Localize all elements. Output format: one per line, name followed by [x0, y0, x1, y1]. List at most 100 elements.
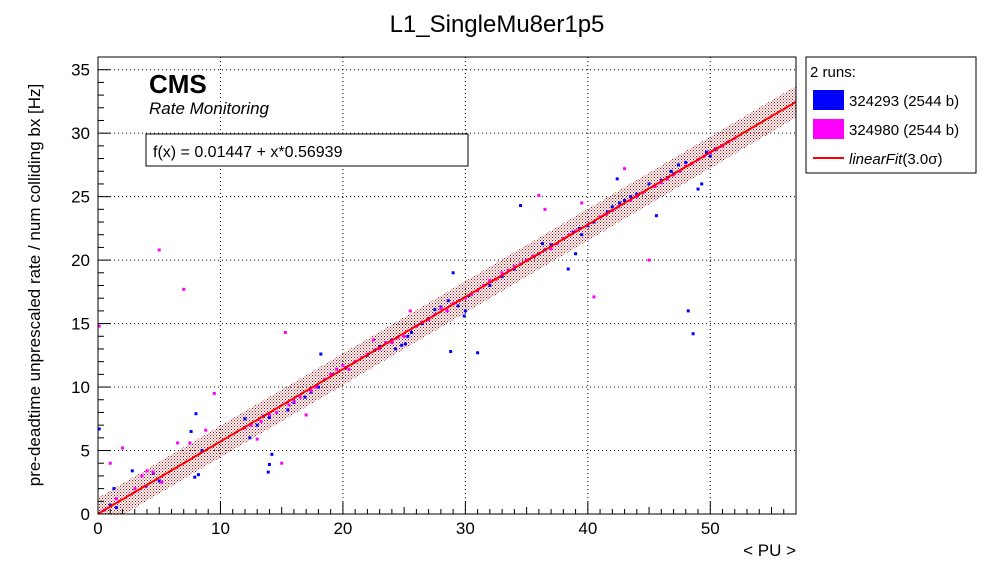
data-point	[108, 461, 112, 465]
data-point	[267, 413, 271, 417]
data-point	[684, 160, 688, 164]
legend: 2 runs: 324293 (2544 b) 324980 (2544 b) …	[805, 56, 977, 174]
data-point	[372, 338, 376, 342]
data-point	[267, 462, 271, 466]
data-point	[571, 230, 575, 234]
data-point	[676, 163, 680, 167]
data-point	[696, 187, 700, 191]
data-point	[319, 352, 323, 356]
data-point	[406, 334, 410, 338]
data-point	[446, 299, 450, 303]
chart-title: L1_SingleMu8er1p5	[390, 11, 605, 38]
rate-monitoring-label: Rate Monitoring	[149, 99, 270, 118]
legend-header: 2 runs:	[810, 64, 856, 81]
data-point	[408, 309, 412, 313]
data-point	[204, 428, 208, 432]
data-point	[439, 306, 443, 310]
data-point	[267, 416, 271, 420]
data-point	[647, 182, 651, 186]
data-point	[629, 195, 633, 199]
data-point	[140, 474, 144, 478]
legend-swatch-324293	[813, 90, 844, 110]
data-point	[647, 258, 651, 262]
data-point	[189, 429, 193, 433]
data-point	[403, 342, 407, 346]
legend-label-324980: 324980 (2544 b)	[849, 122, 959, 139]
data-point	[182, 287, 186, 291]
data-point	[283, 330, 287, 334]
data-point	[476, 351, 480, 355]
data-point	[445, 309, 449, 313]
data-point	[402, 334, 406, 338]
data-point	[462, 314, 466, 318]
x-axis-label: < PU >	[743, 541, 796, 560]
data-point	[316, 385, 320, 389]
legend-label-324293: 324293 (2544 b)	[849, 93, 959, 110]
data-point	[449, 350, 453, 354]
data-point	[537, 193, 541, 197]
data-point	[653, 184, 657, 188]
data-point	[574, 252, 578, 256]
data-point	[133, 487, 137, 491]
y-tick-label: 25	[71, 188, 90, 207]
data-point	[194, 412, 198, 416]
data-point	[292, 399, 296, 403]
fit-line	[98, 100, 796, 514]
data-point	[463, 296, 467, 300]
data-point	[708, 154, 712, 158]
y-axis-label: pre-deadtime unprescaled rate / num coll…	[25, 84, 44, 487]
data-point	[500, 275, 504, 279]
data-point	[456, 304, 460, 308]
data-point	[577, 226, 581, 230]
x-tick-label: 30	[456, 519, 475, 538]
data-point	[347, 367, 351, 371]
data-point	[298, 395, 302, 399]
data-point	[266, 470, 270, 474]
data-point	[605, 210, 609, 214]
legend-swatch-324980	[813, 119, 844, 139]
data-point	[193, 475, 197, 479]
data-point	[691, 332, 695, 336]
data-point	[309, 389, 313, 393]
data-point	[255, 437, 259, 441]
data-point	[114, 497, 118, 501]
data-point	[130, 469, 134, 473]
data-point	[157, 248, 161, 252]
data-point	[341, 363, 345, 367]
data-point	[659, 178, 663, 182]
data-point	[108, 503, 112, 507]
data-point	[400, 343, 404, 347]
data-point	[120, 446, 124, 450]
data-point	[287, 403, 291, 407]
y-tick-label: 15	[71, 315, 90, 334]
fit-text-box	[145, 133, 469, 167]
x-tick-label: 40	[578, 519, 597, 538]
y-tick-label: 10	[71, 378, 90, 397]
data-point	[566, 267, 570, 271]
data-point	[259, 419, 263, 423]
data-point	[654, 214, 658, 218]
data-point	[623, 167, 627, 171]
legend-box	[805, 56, 977, 174]
legend-fit-suffix: (3.0σ)	[902, 151, 942, 168]
data-point	[394, 347, 398, 351]
data-point	[243, 417, 247, 421]
data-point	[280, 461, 284, 465]
y-tick-label: 20	[71, 251, 90, 270]
data-point	[145, 469, 149, 473]
data-point	[188, 441, 192, 445]
x-tick-label: 0	[93, 519, 102, 538]
data-point	[329, 372, 333, 376]
x-tick-label: 10	[211, 519, 230, 538]
data-point	[580, 233, 584, 237]
data-point	[659, 181, 663, 185]
data-point	[518, 204, 522, 208]
data-point	[686, 309, 690, 313]
y-tick-label: 5	[81, 442, 90, 461]
data-point	[635, 192, 639, 196]
data-point	[549, 247, 553, 251]
x-tick-label: 20	[333, 519, 352, 538]
data-point	[451, 271, 455, 275]
data-point	[160, 480, 164, 484]
data-point	[248, 436, 252, 440]
